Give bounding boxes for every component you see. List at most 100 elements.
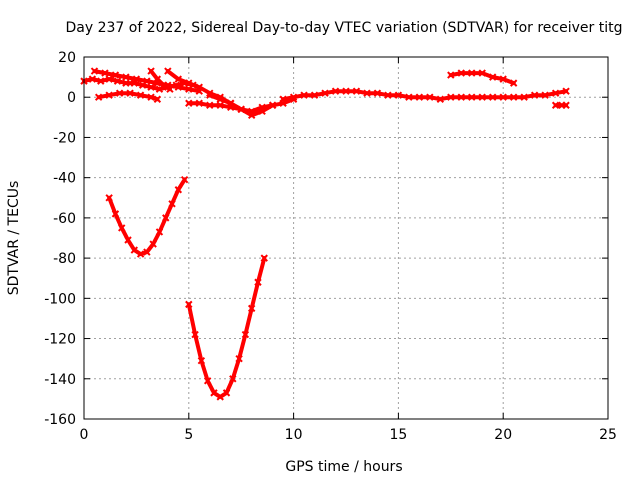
data-point [489, 73, 497, 81]
data-point [468, 93, 476, 101]
data-point [237, 105, 245, 113]
grid-lines [84, 57, 608, 419]
data-point [130, 246, 139, 254]
data-point [126, 89, 134, 97]
data-point [321, 89, 329, 97]
data-point [105, 194, 113, 202]
data-point [247, 111, 256, 120]
data-series-layer [80, 67, 570, 401]
x-tick-label: 20 [494, 427, 512, 443]
x-tick-label: 10 [285, 427, 303, 443]
plot-frame [83, 56, 609, 420]
data-point [300, 91, 308, 99]
data-point [122, 79, 130, 87]
data-point [147, 67, 155, 75]
data-point [436, 95, 445, 103]
data-point [113, 77, 122, 85]
data-series-arc-8 [279, 87, 570, 103]
data-point [185, 85, 193, 93]
data-point [153, 75, 162, 83]
data-point [520, 93, 528, 101]
data-point [405, 93, 413, 101]
data-point [88, 75, 97, 83]
data-point [143, 77, 151, 85]
data-point [166, 85, 174, 93]
data-point [457, 69, 465, 77]
data-point [132, 75, 141, 83]
data-point [162, 214, 170, 222]
data-point [241, 330, 250, 339]
y-axis-title: SDTVAR / TECUs [6, 181, 22, 296]
data-point [147, 93, 155, 101]
data-point [289, 93, 298, 101]
y-tick-label: 20 [58, 50, 76, 66]
data-point [447, 71, 455, 79]
data-point [147, 83, 155, 91]
data-point [185, 300, 193, 309]
data-point [384, 91, 392, 99]
data-point [541, 91, 549, 99]
data-point [352, 87, 361, 95]
data-point [478, 93, 486, 101]
data-point [124, 236, 132, 244]
data-point [130, 79, 139, 87]
x-tick-label: 0 [80, 427, 89, 443]
data-point [206, 91, 214, 99]
data-point [499, 75, 507, 83]
y-tick-label: 0 [67, 90, 76, 106]
data-point [489, 93, 497, 101]
data-point [111, 71, 120, 79]
data-point [530, 91, 539, 99]
data-point [551, 101, 560, 109]
data-series-arc-12 [185, 254, 268, 401]
data-point [153, 95, 162, 103]
data-point [457, 93, 465, 101]
data-point [101, 69, 109, 77]
data-point [342, 87, 350, 95]
data-series-arc-9 [447, 69, 518, 87]
data-point [551, 89, 560, 97]
data-point [268, 101, 277, 109]
x-tick-label: 15 [389, 427, 407, 443]
y-tick-label: -20 [53, 130, 76, 146]
data-point [415, 93, 424, 101]
data-point [216, 95, 224, 103]
data-point [115, 89, 124, 97]
data-point [235, 354, 243, 363]
data-point [478, 69, 486, 77]
y-tick-label: -100 [44, 291, 76, 307]
data-point [149, 240, 157, 248]
data-point [363, 89, 371, 97]
data-point [203, 377, 212, 385]
data-point [310, 91, 319, 99]
data-point [168, 200, 176, 208]
data-point [279, 95, 287, 103]
data-series-arc-7 [206, 91, 277, 120]
series-trace [281, 89, 569, 102]
data-point [499, 93, 507, 101]
data-point [258, 107, 266, 116]
data-point [143, 248, 151, 256]
data-point [247, 304, 256, 313]
x-tick-label: 25 [599, 427, 617, 443]
data-point [426, 93, 434, 101]
y-tick-label: -60 [53, 211, 76, 227]
data-point [164, 67, 172, 75]
data-series-arc-11 [105, 175, 189, 258]
y-tick-label: -80 [53, 251, 76, 267]
data-point [254, 278, 262, 286]
data-point [216, 393, 224, 401]
y-tick-label: -160 [44, 412, 76, 428]
data-point [195, 83, 203, 91]
data-point [229, 375, 237, 383]
data-point [111, 210, 120, 218]
data-point [155, 228, 164, 236]
data-point [118, 224, 126, 232]
data-point [97, 77, 105, 85]
data-point [174, 83, 183, 91]
y-tick-label: -120 [44, 332, 76, 348]
data-point [447, 93, 455, 101]
data-point [562, 101, 570, 109]
series-trace [107, 177, 187, 257]
data-point [185, 79, 193, 87]
